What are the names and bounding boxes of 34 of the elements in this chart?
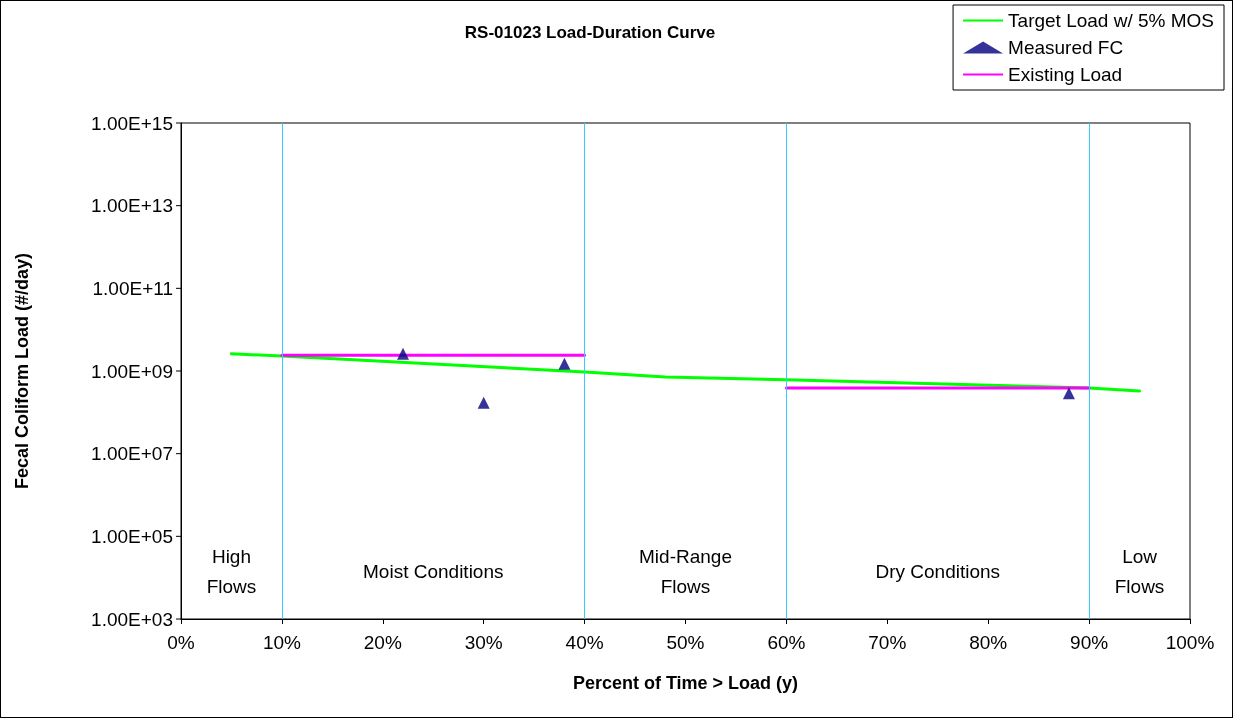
x-tick-label: 20%	[363, 632, 402, 653]
y-tick-label: 1.00E+13	[91, 195, 173, 217]
y-tick-label: 1.00E+09	[91, 360, 173, 382]
x-tick-label: 0%	[167, 632, 195, 653]
x-tick-label: 50%	[666, 632, 705, 653]
legend-label: Measured FC	[1008, 37, 1124, 58]
y-tick-label: 1.00E+11	[92, 277, 173, 299]
chart-title: RS-01023 Load-Duration Curve	[464, 23, 716, 42]
x-tick-label: 80%	[969, 632, 1008, 653]
y-tick-label: 1.00E+07	[91, 443, 173, 465]
line-series	[229, 352, 1142, 393]
point	[1062, 387, 1075, 400]
point	[396, 347, 409, 360]
x-tick-label: 40%	[565, 632, 604, 653]
legend-label: Target Load w/ 5% MOS	[1008, 10, 1215, 31]
annotation: Mid-Range Flows	[639, 545, 732, 597]
point	[477, 396, 490, 409]
x-tick-label: 100%	[1165, 632, 1215, 653]
annotation: High Flows	[206, 545, 257, 597]
point	[558, 357, 571, 370]
y-tick-label: 1.00E+15	[91, 112, 173, 134]
x-tick-label: 70%	[868, 632, 907, 653]
x-tick-label: 90%	[1070, 632, 1109, 653]
x-tick-label: 10%	[262, 632, 302, 653]
annotation: Low Flows	[1114, 545, 1165, 597]
y-tick-label: 1.00E+03	[91, 608, 173, 630]
legend-label: Existing Load	[1008, 64, 1123, 85]
annotation: Moist Conditions	[363, 560, 504, 582]
x-axis-title: Percent of Time > Load (y)	[572, 673, 799, 693]
x-tick-label: 30%	[464, 632, 503, 653]
x-tick-label: 60%	[767, 632, 806, 653]
y-axis-title: Fecal Coliform Load (#/day)	[12, 252, 32, 490]
y-tick-label: 1.00E+05	[91, 525, 173, 547]
annotation: Dry Conditions	[875, 560, 1001, 582]
